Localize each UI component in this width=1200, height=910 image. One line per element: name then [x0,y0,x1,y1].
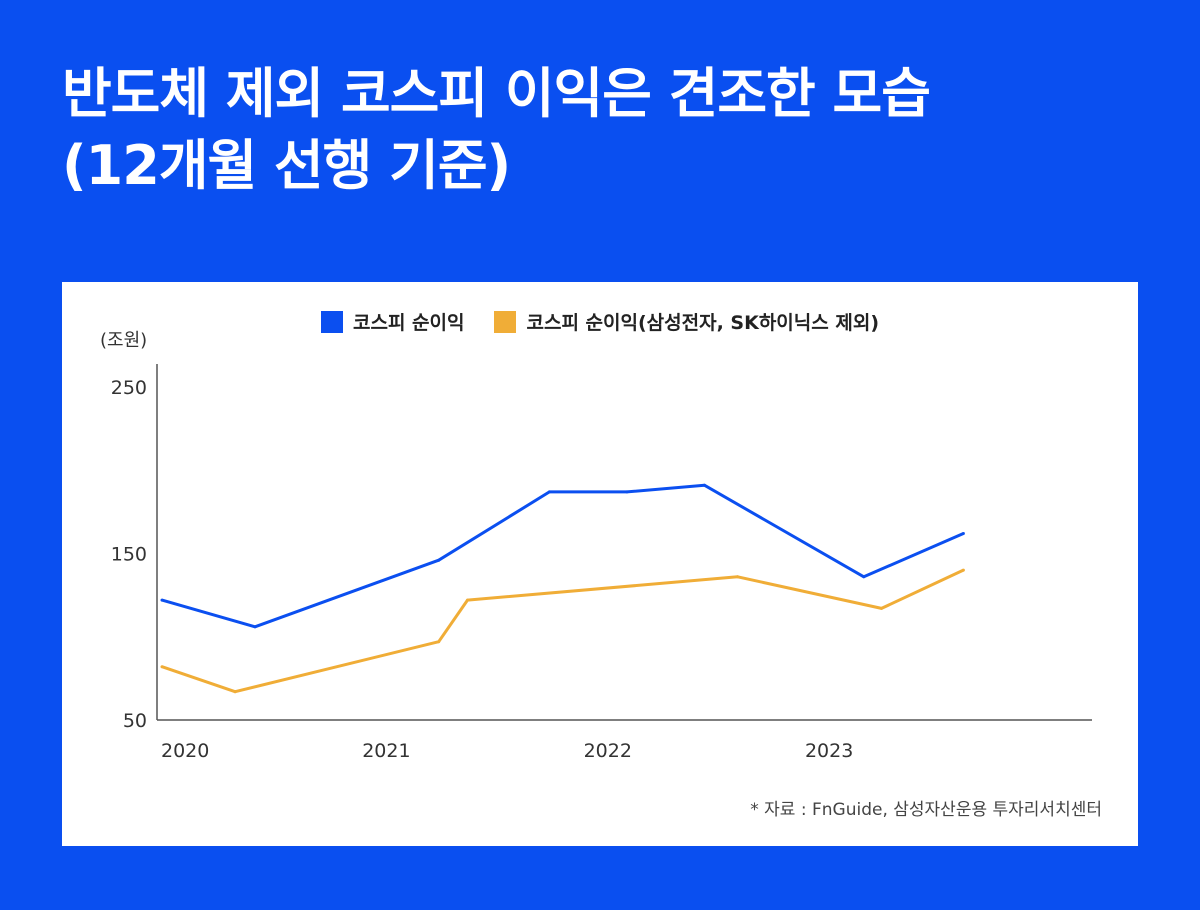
legend-label-ex: 코스피 순이익(삼성전자, SK하이닉스 제외) [526,312,880,334]
data-point [160,598,164,602]
data-point [625,490,629,494]
y-tick-label: 250 [111,377,147,399]
data-point [437,558,441,562]
data-point [961,532,965,535]
x-tick-label: 2020 [161,740,209,762]
data-point [961,568,965,572]
data-point [862,575,866,579]
legend-swatch-kospi [320,310,343,333]
legend-swatch-ex [494,310,517,333]
x-tick-label: 2021 [362,740,410,762]
legend-item-kospi: 코스피 순이익 [320,308,465,335]
chart-card: 코스피 순이익 코스피 순이익(삼성전자, SK하이닉스 제외) (조원) 50… [62,282,1138,846]
data-point [880,606,883,610]
x-tick-label: 2023 [805,740,853,762]
data-point [547,490,551,494]
y-tick-label: 150 [111,544,147,566]
x-tick-label: 2022 [584,740,632,762]
legend-item-ex: 코스피 순이익(삼성전자, SK하이닉스 제외) [494,308,879,335]
source-note: * 자료 : FnGuide, 삼성자산운용 투자리서치센터 [750,800,1102,820]
series-line-kospi [161,483,964,629]
data-point [702,483,706,487]
data-point [466,598,469,602]
headline-line-2: (12개월 선행 기준) [62,134,511,197]
headline: 반도체 제외 코스피 이익은 견조한 모습 (12개월 선행 기준) [62,58,1162,202]
data-point [160,665,164,669]
line-chart: 50 150 250 2020 2021 2022 2023 [111,364,1092,762]
chart-legend: 코스피 순이익 코스피 순이익(삼성전자, SK하이닉스 제외) [62,308,1138,335]
data-point [233,690,237,694]
data-point [736,575,740,579]
data-point [253,625,257,629]
series-line-ex-semis [161,568,965,694]
y-unit-label: (조원) [100,330,148,351]
data-point [437,640,441,644]
headline-line-1: 반도체 제외 코스피 이익은 견조한 모습 [62,62,931,125]
y-tick-label: 50 [123,710,147,732]
legend-label-kospi: 코스피 순이익 [352,312,465,334]
